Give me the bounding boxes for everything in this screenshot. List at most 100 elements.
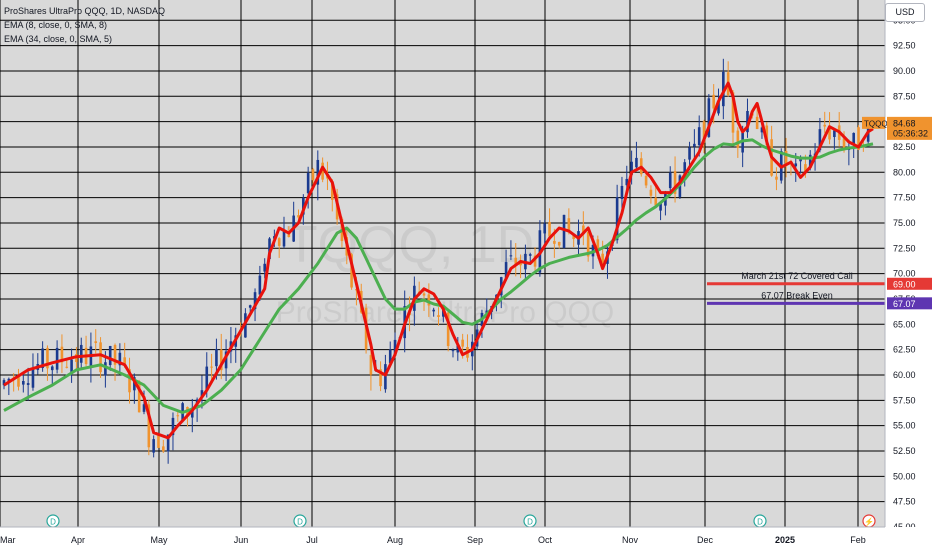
candle: [50, 365, 54, 386]
candle-body: [137, 381, 141, 413]
candle-body: [432, 309, 435, 312]
candle: [17, 368, 20, 391]
candle-body: [79, 344, 83, 363]
badge-bg: [887, 297, 932, 310]
candle-body: [7, 378, 11, 381]
candle: [601, 240, 604, 269]
candle: [746, 98, 749, 138]
price-axis-background: [885, 0, 932, 550]
candle-body: [147, 404, 151, 448]
candle: [70, 348, 73, 383]
time-tick-label: Aug: [387, 535, 403, 545]
candle-body: [94, 341, 98, 344]
price-tick-label: 80.00: [893, 167, 916, 177]
candle: [94, 329, 98, 354]
candle-body: [760, 127, 764, 133]
candle: [659, 201, 662, 221]
candle-body: [615, 197, 619, 241]
time-tick-label: Dec: [697, 535, 714, 545]
candle-body: [775, 176, 778, 180]
price-tick-label: 55.00: [893, 421, 916, 431]
badge-bg: [887, 277, 932, 290]
candle-body: [649, 189, 653, 196]
time-tick-label: Apr: [71, 535, 85, 545]
badge-text: 67.07: [893, 299, 916, 309]
candle: [282, 216, 286, 249]
watermark-ticker: TQQQ, 1D: [286, 216, 534, 274]
candle: [635, 141, 638, 170]
candle-body: [804, 164, 807, 173]
candle-body: [683, 162, 687, 174]
candle-body: [70, 359, 73, 373]
candle: [504, 249, 508, 280]
candle-body: [388, 349, 392, 364]
candle-body: [157, 435, 160, 448]
candle-body: [162, 446, 165, 452]
candle-body: [282, 231, 286, 247]
candle-body: [625, 178, 629, 186]
candle: [277, 237, 281, 258]
price-tick-label: 77.50: [893, 193, 916, 203]
currency-button[interactable]: USD: [885, 3, 925, 22]
candle-body: [582, 225, 585, 235]
candle: [147, 399, 151, 456]
legend-ema-slow: EMA (34, close, 0, SMA, 5): [4, 34, 113, 44]
candle-body: [17, 376, 20, 387]
candle-body: [248, 305, 252, 308]
candle-body: [451, 350, 455, 352]
ema-slow-line: [3, 138, 874, 414]
candle-body: [41, 348, 44, 369]
candle-body: [746, 110, 749, 133]
price-tick-label: 82.50: [893, 142, 916, 152]
dividend-marker: D: [753, 514, 767, 528]
candle-body: [765, 125, 769, 145]
candle-body: [422, 293, 426, 296]
time-tick-label: Sep: [467, 535, 483, 545]
candle: [388, 341, 392, 365]
price-tick-label: 90.00: [893, 66, 916, 76]
price-tick-label: 92.50: [893, 41, 916, 51]
candle-body: [548, 221, 551, 237]
candle: [219, 333, 223, 380]
candle: [451, 348, 455, 358]
candle-body: [128, 369, 131, 393]
dividend-label: D: [757, 518, 763, 527]
candle: [263, 258, 266, 279]
candle-body: [263, 263, 266, 272]
candle-body: [553, 240, 556, 244]
time-axis-background: [0, 527, 932, 550]
candle-body: [461, 339, 464, 347]
candle-body: [557, 241, 561, 246]
price-tick-label: 75.00: [893, 218, 916, 228]
candle: [673, 156, 677, 203]
candle: [162, 439, 165, 453]
time-tick-label: Jun: [234, 535, 249, 545]
candle-body: [794, 163, 798, 167]
candle-body: [108, 345, 112, 366]
candle-body: [50, 366, 54, 371]
candle-body: [268, 238, 271, 260]
candle: [644, 171, 648, 189]
candle-body: [808, 154, 812, 168]
candle-body: [586, 231, 590, 257]
break-even-price-badge: 67.07: [887, 297, 932, 310]
candle-body: [166, 434, 170, 452]
price-tick-label: 65.00: [893, 319, 916, 329]
candle: [630, 150, 633, 185]
candle: [427, 283, 431, 317]
candle: [118, 343, 122, 373]
badge-text: 69.00: [893, 279, 916, 289]
candle-body: [630, 161, 633, 175]
dividend-marker: D: [293, 514, 307, 528]
candle-body: [330, 181, 334, 200]
candle: [176, 410, 180, 422]
candle: [620, 176, 624, 213]
candle-body: [2, 380, 6, 386]
time-tick-label: Feb: [850, 535, 866, 545]
price-tick-label: 70.00: [893, 269, 916, 279]
candle-body: [799, 158, 802, 162]
candle-body: [384, 364, 387, 390]
price-tick-label: 72.50: [893, 243, 916, 253]
